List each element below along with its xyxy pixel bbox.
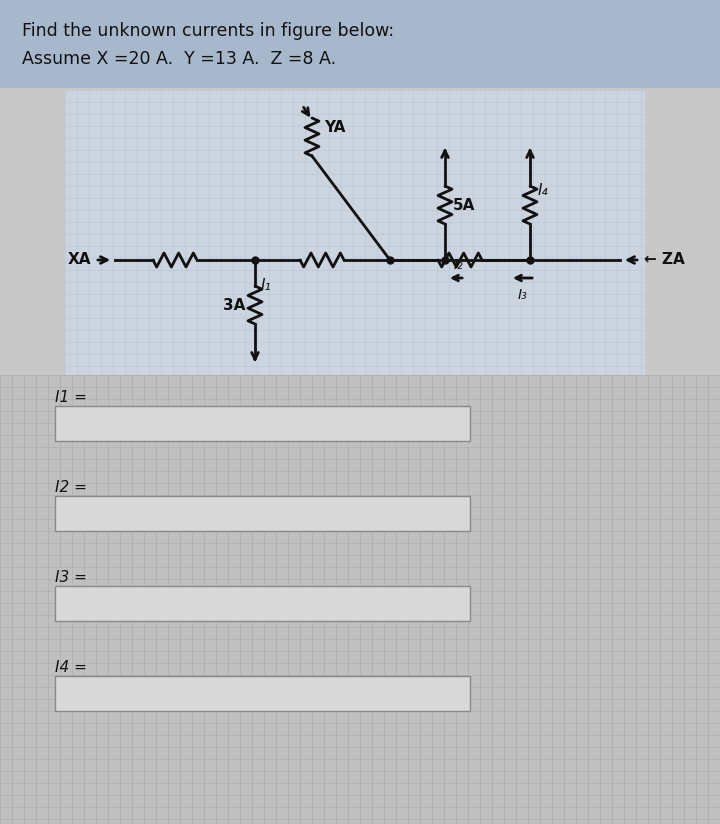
Text: I1 =: I1 = [55,390,87,405]
Bar [0,375,720,824]
Text: 5A: 5A [453,198,475,213]
Text: Find the unknown currents in figure below:: Find the unknown currents in figure belo… [22,22,394,40]
Bar [55,406,470,441]
Text: ← ZA: ← ZA [644,252,685,268]
Text: I₄: I₄ [538,182,549,198]
Text: I₃: I₃ [517,288,527,302]
Bar [55,496,470,531]
Text: I₂: I₂ [454,258,464,272]
Text: XA: XA [68,252,91,268]
Text: Assume X =20 A.  Y =13 A.  Z =8 A.: Assume X =20 A. Y =13 A. Z =8 A. [22,50,336,68]
Bar [55,586,470,621]
Text: 3A: 3A [222,297,245,312]
Bar [65,90,645,375]
Text: I2 =: I2 = [55,480,87,495]
Text: I4 =: I4 = [55,660,87,675]
Bar [0,0,720,88]
Text: I₁: I₁ [261,278,271,293]
Bar [55,676,470,711]
Text: I3 =: I3 = [55,570,87,585]
Text: YA: YA [324,120,346,135]
